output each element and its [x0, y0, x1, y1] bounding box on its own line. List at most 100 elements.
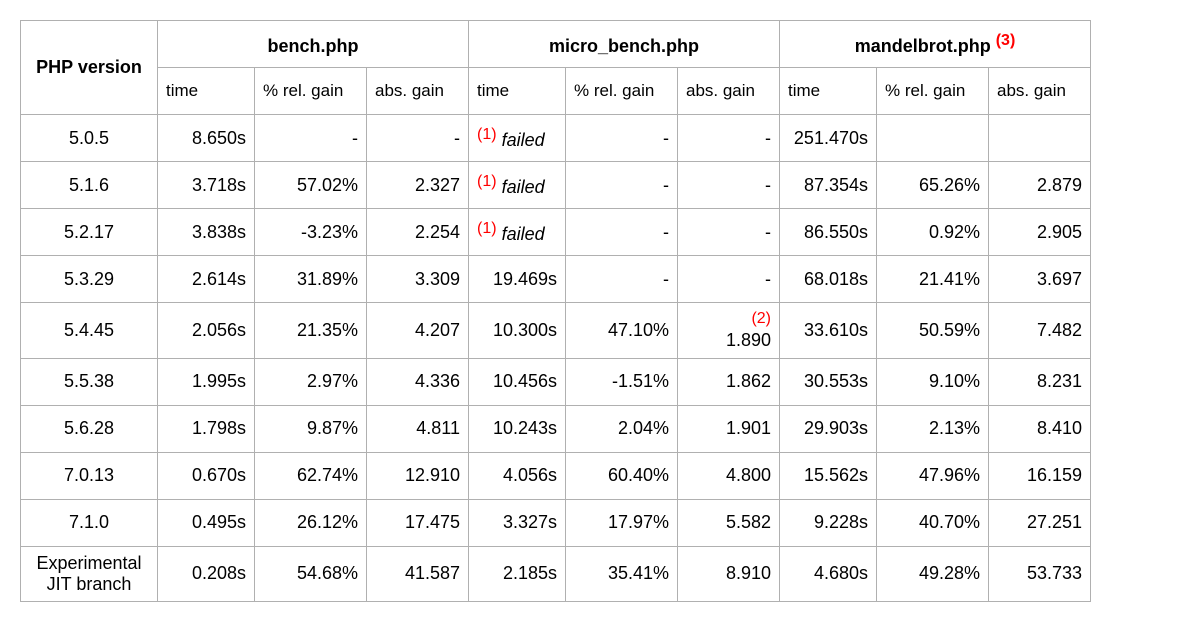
cell-mandel-abs: 2.905	[989, 209, 1091, 256]
cell-version: 5.3.29	[21, 256, 158, 303]
table-row: 5.4.452.056s21.35%4.20710.300s47.10%(2)1…	[21, 303, 1091, 359]
cell-version: 5.2.17	[21, 209, 158, 256]
cell-bench-rel: 54.68%	[255, 546, 367, 601]
cell-mandel-abs: 3.697	[989, 256, 1091, 303]
cell-micro-time: 3.327s	[469, 499, 566, 546]
cell-bench-time: 2.056s	[158, 303, 255, 359]
failed-label: failed	[497, 130, 545, 150]
cell-mandel-rel: 65.26%	[877, 162, 989, 209]
cell-bench-abs: 4.336	[367, 358, 469, 405]
cell-bench-abs: 3.309	[367, 256, 469, 303]
cell-micro-abs: 8.910	[678, 546, 780, 601]
cell-bench-abs: 4.207	[367, 303, 469, 359]
cell-micro-abs: 1.901	[678, 405, 780, 452]
table-row: 5.3.292.614s31.89%3.30919.469s--68.018s2…	[21, 256, 1091, 303]
footnote-marker: (1)	[477, 126, 497, 143]
cell-version: 5.0.5	[21, 115, 158, 162]
header-version: PHP version	[21, 21, 158, 115]
cell-bench-time: 1.995s	[158, 358, 255, 405]
cell-micro-time: 10.300s	[469, 303, 566, 359]
cell-micro-time: 2.185s	[469, 546, 566, 601]
table-row: Experimental JIT branch0.208s54.68%41.58…	[21, 546, 1091, 601]
cell-bench-abs: 2.254	[367, 209, 469, 256]
footnote-marker: (1)	[477, 220, 497, 237]
cell-mandel-time: 4.680s	[780, 546, 877, 601]
table-row: 7.1.00.495s26.12%17.4753.327s17.97%5.582…	[21, 499, 1091, 546]
cell-mandel-rel: 9.10%	[877, 358, 989, 405]
cell-micro-abs: -	[678, 209, 780, 256]
cell-bench-abs: 17.475	[367, 499, 469, 546]
table-row: 5.5.381.995s2.97%4.33610.456s-1.51%1.862…	[21, 358, 1091, 405]
cell-micro-time: 10.456s	[469, 358, 566, 405]
cell-mandel-time: 15.562s	[780, 452, 877, 499]
cell-version: 7.0.13	[21, 452, 158, 499]
cell-mandel-rel: 40.70%	[877, 499, 989, 546]
cell-micro-time: (1) failed	[469, 162, 566, 209]
header-group-mandel: mandelbrot.php (3)	[780, 21, 1091, 68]
cell-mandel-rel: 50.59%	[877, 303, 989, 359]
table-row: 7.0.130.670s62.74%12.9104.056s60.40%4.80…	[21, 452, 1091, 499]
subhead-micro-rel: % rel. gain	[566, 68, 678, 115]
cell-bench-rel: 9.87%	[255, 405, 367, 452]
table-header: PHP version bench.php micro_bench.php ma…	[21, 21, 1091, 115]
cell-mandel-rel: 47.96%	[877, 452, 989, 499]
cell-bench-rel: 21.35%	[255, 303, 367, 359]
cell-micro-abs: -	[678, 256, 780, 303]
cell-mandel-time: 87.354s	[780, 162, 877, 209]
cell-version: 5.6.28	[21, 405, 158, 452]
cell-mandel-abs: 27.251	[989, 499, 1091, 546]
cell-bench-time: 2.614s	[158, 256, 255, 303]
cell-version: 5.1.6	[21, 162, 158, 209]
cell-mandel-abs: 7.482	[989, 303, 1091, 359]
cell-bench-time: 0.495s	[158, 499, 255, 546]
cell-version: 5.5.38	[21, 358, 158, 405]
cell-micro-time: (1) failed	[469, 209, 566, 256]
cell-bench-time: 8.650s	[158, 115, 255, 162]
cell-micro-rel: -1.51%	[566, 358, 678, 405]
benchmark-table: PHP version bench.php micro_bench.php ma…	[20, 20, 1091, 602]
table-row: 5.1.63.718s57.02%2.327(1) failed--87.354…	[21, 162, 1091, 209]
cell-mandel-time: 30.553s	[780, 358, 877, 405]
table-row: 5.0.58.650s--(1) failed--251.470s	[21, 115, 1091, 162]
subhead-mandel-time: time	[780, 68, 877, 115]
cell-micro-rel: 60.40%	[566, 452, 678, 499]
subhead-micro-abs: abs. gain	[678, 68, 780, 115]
cell-micro-time: (1) failed	[469, 115, 566, 162]
cell-micro-time: 4.056s	[469, 452, 566, 499]
cell-micro-time: 19.469s	[469, 256, 566, 303]
cell-mandel-time: 68.018s	[780, 256, 877, 303]
table-row: 5.2.173.838s-3.23%2.254(1) failed--86.55…	[21, 209, 1091, 256]
subhead-micro-time: time	[469, 68, 566, 115]
cell-mandel-time: 29.903s	[780, 405, 877, 452]
cell-bench-time: 3.718s	[158, 162, 255, 209]
subhead-bench-time: time	[158, 68, 255, 115]
cell-bench-time: 3.838s	[158, 209, 255, 256]
cell-version: Experimental JIT branch	[21, 546, 158, 601]
cell-bench-rel: 57.02%	[255, 162, 367, 209]
cell-micro-abs: 4.800	[678, 452, 780, 499]
cell-mandel-rel: 2.13%	[877, 405, 989, 452]
cell-mandel-time: 86.550s	[780, 209, 877, 256]
cell-bench-abs: 41.587	[367, 546, 469, 601]
header-group-micro-title: micro_bench.php	[549, 36, 699, 56]
cell-micro-rel: -	[566, 115, 678, 162]
cell-version: 5.4.45	[21, 303, 158, 359]
cell-micro-abs: 1.862	[678, 358, 780, 405]
header-group-bench: bench.php	[158, 21, 469, 68]
cell-mandel-rel: 21.41%	[877, 256, 989, 303]
cell-micro-rel: 17.97%	[566, 499, 678, 546]
cell-micro-abs-value: 1.890	[726, 329, 771, 352]
cell-micro-abs: 5.582	[678, 499, 780, 546]
cell-mandel-rel: 0.92%	[877, 209, 989, 256]
cell-micro-rel: -	[566, 209, 678, 256]
cell-bench-time: 0.670s	[158, 452, 255, 499]
cell-mandel-abs: 2.879	[989, 162, 1091, 209]
cell-micro-rel: 47.10%	[566, 303, 678, 359]
cell-micro-time: 10.243s	[469, 405, 566, 452]
cell-bench-rel: -3.23%	[255, 209, 367, 256]
cell-mandel-time: 33.610s	[780, 303, 877, 359]
table-row: 5.6.281.798s9.87%4.81110.243s2.04%1.9012…	[21, 405, 1091, 452]
header-group-micro: micro_bench.php	[469, 21, 780, 68]
cell-bench-rel: 26.12%	[255, 499, 367, 546]
cell-bench-time: 1.798s	[158, 405, 255, 452]
